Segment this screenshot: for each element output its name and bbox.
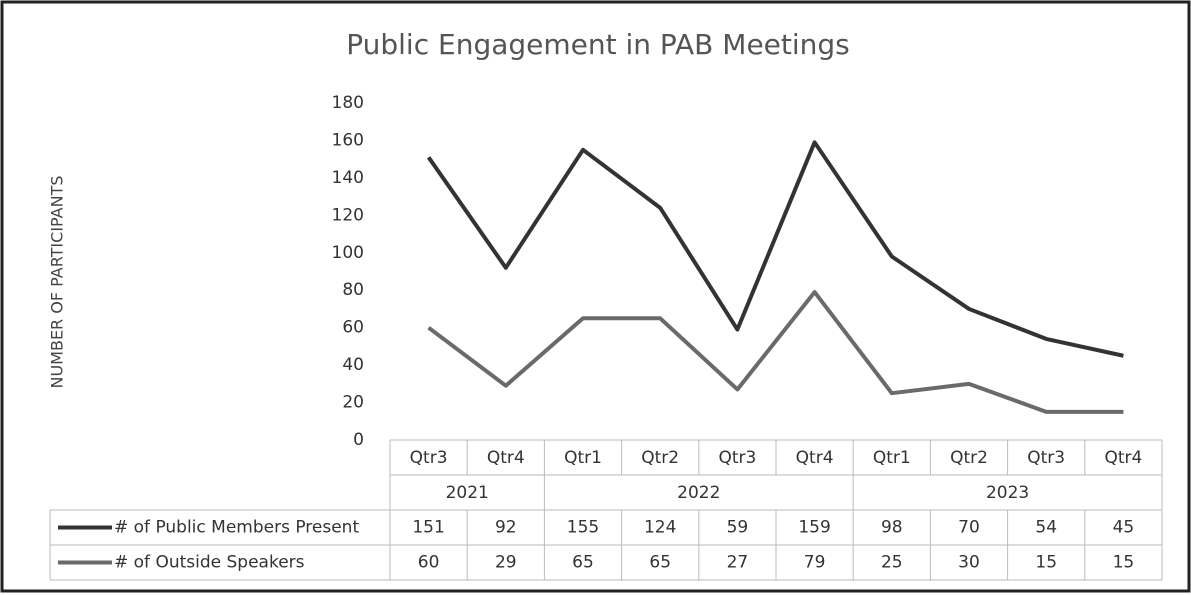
- table-value: 79: [804, 553, 826, 573]
- x-tick-label: Qtr4: [487, 448, 525, 468]
- series-line: [427, 290, 1124, 414]
- x-group-label: 2022: [677, 483, 720, 503]
- legend-label: # of Public Members Present: [114, 518, 359, 538]
- table-value: 27: [727, 553, 749, 573]
- table-value: 15: [1035, 553, 1057, 573]
- y-tick-label: 40: [342, 355, 364, 375]
- table-value: 124: [644, 518, 676, 538]
- y-axis-title: NUMBER OF PARTICIPANTS: [48, 175, 67, 388]
- series-line: [426, 140, 1124, 358]
- legend-label: # of Outside Speakers: [114, 553, 305, 573]
- table-value: 92: [495, 518, 517, 538]
- table-value: 65: [572, 553, 594, 573]
- x-tick-label: Qtr4: [1104, 448, 1142, 468]
- y-tick-label: 160: [332, 130, 364, 150]
- table-value: 155: [567, 518, 599, 538]
- y-tick-label: 0: [353, 430, 364, 450]
- chart-title: Public Engagement in PAB Meetings: [346, 28, 850, 61]
- table-value: 98: [881, 518, 903, 538]
- table-value: 29: [495, 553, 517, 573]
- x-tick-label: Qtr1: [564, 448, 602, 468]
- table-value: 60: [418, 553, 440, 573]
- x-tick-label: Qtr4: [796, 448, 834, 468]
- table-value: 25: [881, 553, 903, 573]
- table-value: 30: [958, 553, 980, 573]
- x-tick-label: Qtr3: [410, 448, 448, 468]
- x-group-label: 2023: [986, 483, 1029, 503]
- y-tick-label: 20: [342, 393, 364, 413]
- x-tick-label: Qtr3: [718, 448, 756, 468]
- table-value: 54: [1035, 518, 1057, 538]
- y-tick-label: 120: [332, 205, 364, 225]
- y-tick-label: 140: [332, 168, 364, 188]
- x-tick-label: Qtr3: [1027, 448, 1065, 468]
- table-value: 15: [1113, 553, 1135, 573]
- table-value: 45: [1113, 518, 1135, 538]
- y-tick-label: 180: [332, 93, 364, 113]
- table-value: 159: [798, 518, 830, 538]
- x-tick-label: Qtr1: [873, 448, 911, 468]
- y-tick-label: 80: [342, 280, 364, 300]
- table-value: 65: [649, 553, 671, 573]
- table-value: 151: [412, 518, 444, 538]
- y-tick-label: 100: [332, 243, 364, 263]
- x-group-label: 2021: [446, 483, 489, 503]
- table-value: 59: [727, 518, 749, 538]
- x-tick-label: Qtr2: [950, 448, 988, 468]
- y-tick-label: 60: [342, 318, 364, 338]
- x-tick-label: Qtr2: [641, 448, 679, 468]
- table-value: 70: [958, 518, 980, 538]
